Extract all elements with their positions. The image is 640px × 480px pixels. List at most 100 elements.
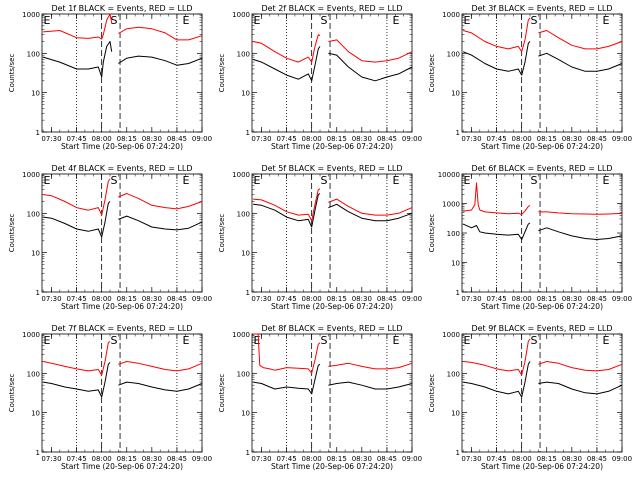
event-marker-label: S — [111, 14, 118, 27]
y-tick-label: 10 — [241, 90, 250, 98]
panel-8: Det 8f BLACK = Events, RED = LLD 1 10 100 10… — [218, 324, 422, 471]
y-tick-label: 10 — [31, 250, 40, 258]
y-tick-label: 1 — [246, 289, 250, 297]
x-tick-label: 07:30 — [461, 135, 481, 143]
event-marker-label: E — [182, 334, 189, 347]
y-axis-label: Counts/sec — [428, 214, 436, 253]
event-marker-label: S — [111, 174, 118, 187]
event-marker-label: S — [321, 174, 328, 187]
x-tick-label: 07:45 — [486, 135, 506, 143]
panel-5: Det 5f BLACK = Events, RED = LLD 1 10 100 10… — [218, 164, 422, 311]
x-tick-label: 08:15 — [327, 455, 347, 463]
x-tick-label: 07:30 — [251, 295, 271, 303]
events-line — [42, 41, 203, 78]
panel-4: Det 4f BLACK = Events, RED = LLD 1 10 100 10… — [8, 164, 212, 311]
panel-title: Det 6f BLACK = Events, RED = LLD — [471, 164, 612, 173]
x-tick-label: 07:30 — [41, 295, 61, 303]
x-tick-label: 08:15 — [327, 295, 347, 303]
y-tick-label: 100 — [27, 50, 40, 58]
x-tick-label: 07:30 — [461, 455, 481, 463]
y-tick-label: 100 — [237, 370, 250, 378]
x-tick-label: 07:30 — [41, 135, 61, 143]
event-marker-label: E — [254, 174, 261, 187]
panel-title: Det 9f BLACK = Events, RED = LLD — [471, 324, 612, 333]
events-line — [252, 46, 413, 82]
plot-frame — [251, 333, 413, 453]
y-tick-label: 10 — [31, 90, 40, 98]
x-tick-label: 07:45 — [276, 135, 296, 143]
x-tick-label: 08:30 — [142, 455, 162, 463]
y-tick-label: 1 — [36, 129, 40, 137]
plot-frame — [461, 333, 623, 453]
event-marker-label: E — [602, 174, 609, 187]
x-tick-label: 08:15 — [117, 135, 137, 143]
y-tick-label: 1000 — [232, 171, 250, 179]
events-line — [253, 363, 413, 395]
y-tick-label: 1000 — [22, 331, 40, 339]
panel-7: Det 7f BLACK = Events, RED = LLD 1 10 100 10… — [8, 324, 212, 471]
x-tick-label: 08:45 — [167, 135, 187, 143]
x-tick-label: 08:30 — [562, 455, 582, 463]
x-tick-label: 08:45 — [167, 455, 187, 463]
event-marker-label: S — [321, 14, 328, 27]
event-marker-label: E — [464, 14, 471, 27]
x-axis-label: Start Time (20-Sep-06 07:24:20) — [271, 142, 393, 151]
x-tick-label: 08:00 — [92, 295, 112, 303]
y-tick-label: 100 — [447, 370, 460, 378]
x-tick-label: 09:00 — [192, 455, 212, 463]
x-tick-label: 08:00 — [92, 135, 112, 143]
y-tick-label: 100 — [237, 210, 250, 218]
event-marker-label: E — [602, 334, 609, 347]
lld-line — [43, 178, 203, 216]
x-axis-label: Start Time (20-Sep-06 07:24:20) — [61, 462, 183, 471]
y-tick-label: 1 — [456, 289, 460, 297]
lld-line — [462, 17, 623, 53]
x-tick-label: 09:00 — [402, 135, 422, 143]
x-axis-label: Start Time (20-Sep-06 07:24:20) — [481, 302, 603, 311]
x-tick-label: 08:30 — [562, 135, 582, 143]
y-tick-label: 10 — [451, 260, 460, 268]
panel-9: Det 9f BLACK = Events, RED = LLD 1 10 100 10… — [428, 324, 632, 471]
y-tick-label: 1 — [36, 289, 40, 297]
x-tick-label: 08:45 — [587, 135, 607, 143]
x-tick-label: 09:00 — [612, 455, 632, 463]
x-axis-label: Start Time (20-Sep-06 07:24:20) — [481, 142, 603, 151]
y-axis-label: Counts/sec — [218, 214, 226, 253]
x-tick-label: 07:45 — [66, 295, 86, 303]
x-tick-label: 07:45 — [276, 295, 296, 303]
y-tick-label: 10 — [451, 410, 460, 418]
y-tick-label: 10 — [31, 410, 40, 418]
x-tick-label: 08:30 — [352, 295, 372, 303]
y-axis-label: Counts/sec — [428, 54, 436, 93]
x-tick-label: 08:15 — [537, 135, 557, 143]
events-line — [43, 362, 203, 398]
x-tick-label: 08:00 — [512, 295, 532, 303]
panel-1: Det 1f BLACK = Events, RED = LLD 1 10 100 10… — [8, 4, 212, 151]
y-axis-label: Counts/sec — [8, 214, 16, 253]
panel-title: Det 8f BLACK = Events, RED = LLD — [261, 324, 402, 333]
event-marker-label: E — [602, 14, 609, 27]
lld-line — [253, 188, 413, 222]
x-tick-label: 08:00 — [302, 455, 322, 463]
y-tick-label: 1000 — [232, 11, 250, 19]
y-tick-label: 10 — [451, 90, 460, 98]
x-tick-label: 07:45 — [486, 295, 506, 303]
y-tick-label: 100 — [447, 50, 460, 58]
y-tick-label: 100 — [237, 50, 250, 58]
x-tick-label: 08:00 — [512, 135, 532, 143]
y-tick-label: 1 — [456, 449, 460, 457]
y-tick-label: 1000 — [442, 11, 460, 19]
y-axis-label: Counts/sec — [428, 374, 436, 413]
lld-line — [463, 338, 623, 376]
event-marker-label: E — [182, 14, 189, 27]
x-tick-label: 08:15 — [327, 135, 347, 143]
y-tick-label: 10 — [241, 250, 250, 258]
event-marker-label: E — [44, 334, 51, 347]
panel-2: Det 2f BLACK = Events, RED = LLD 1 10 100 10… — [218, 4, 422, 151]
x-tick-label: 07:30 — [251, 455, 271, 463]
event-marker-label: S — [531, 334, 538, 347]
y-tick-label: 10000 — [438, 171, 460, 179]
lld-line — [253, 333, 413, 374]
x-tick-label: 08:00 — [302, 135, 322, 143]
